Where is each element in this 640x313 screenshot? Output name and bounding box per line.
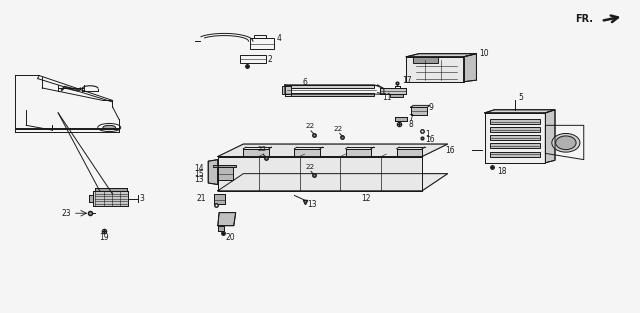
Text: 18: 18 [497, 167, 507, 176]
Polygon shape [294, 149, 320, 156]
Ellipse shape [556, 136, 576, 150]
Polygon shape [395, 117, 407, 121]
Polygon shape [380, 88, 406, 94]
Text: 15: 15 [194, 170, 204, 179]
Polygon shape [406, 57, 464, 82]
Polygon shape [214, 194, 225, 204]
Text: 4: 4 [276, 33, 282, 43]
Polygon shape [95, 188, 127, 191]
Bar [490, 143, 540, 148]
Polygon shape [464, 54, 476, 82]
Text: 13: 13 [194, 175, 204, 184]
Polygon shape [218, 174, 448, 191]
Text: 22: 22 [334, 126, 343, 131]
Ellipse shape [98, 123, 121, 131]
Ellipse shape [103, 125, 116, 130]
Polygon shape [282, 86, 291, 94]
Polygon shape [89, 195, 93, 202]
Polygon shape [545, 110, 555, 163]
Polygon shape [216, 167, 232, 180]
Polygon shape [397, 149, 422, 156]
Polygon shape [218, 213, 236, 226]
Polygon shape [484, 113, 545, 163]
Text: 13: 13 [307, 200, 317, 209]
Text: 14: 14 [194, 164, 204, 173]
Text: 22: 22 [305, 164, 314, 170]
Text: 9: 9 [429, 103, 433, 112]
Polygon shape [208, 160, 218, 185]
Text: 16: 16 [445, 146, 455, 155]
Polygon shape [346, 149, 371, 156]
Polygon shape [218, 144, 448, 156]
Polygon shape [218, 226, 224, 231]
Polygon shape [243, 149, 269, 156]
Bar [240, 55, 266, 63]
Text: 10: 10 [479, 49, 489, 58]
Text: 6: 6 [302, 78, 307, 87]
Bar [490, 151, 540, 156]
Text: 22: 22 [305, 123, 314, 129]
Text: 21: 21 [197, 194, 206, 203]
Polygon shape [218, 156, 422, 191]
Text: 5: 5 [518, 93, 523, 102]
Text: 23: 23 [61, 209, 71, 218]
Bar [413, 57, 438, 63]
Text: 17: 17 [402, 76, 412, 85]
Text: 3: 3 [140, 194, 144, 203]
Polygon shape [213, 165, 236, 167]
Text: 8: 8 [408, 120, 413, 129]
Text: 11: 11 [383, 93, 392, 102]
Bar [250, 38, 274, 49]
Ellipse shape [552, 133, 580, 152]
Text: 20: 20 [225, 233, 235, 242]
Polygon shape [411, 107, 428, 115]
Polygon shape [285, 93, 374, 96]
Polygon shape [93, 191, 129, 206]
Text: 19: 19 [99, 233, 109, 242]
Bar [253, 35, 266, 38]
Bar [490, 127, 540, 132]
Text: 12: 12 [361, 194, 371, 203]
Text: 7: 7 [408, 114, 413, 123]
Polygon shape [484, 110, 555, 113]
Polygon shape [285, 85, 291, 96]
Text: 22: 22 [257, 146, 266, 152]
Polygon shape [406, 54, 476, 57]
Bar [490, 135, 540, 140]
Polygon shape [390, 94, 403, 97]
Polygon shape [285, 85, 374, 88]
Text: 1: 1 [426, 130, 430, 139]
Text: 16: 16 [426, 135, 435, 144]
Bar [490, 119, 540, 124]
Text: 2: 2 [268, 55, 273, 64]
Text: FR.: FR. [575, 14, 593, 24]
